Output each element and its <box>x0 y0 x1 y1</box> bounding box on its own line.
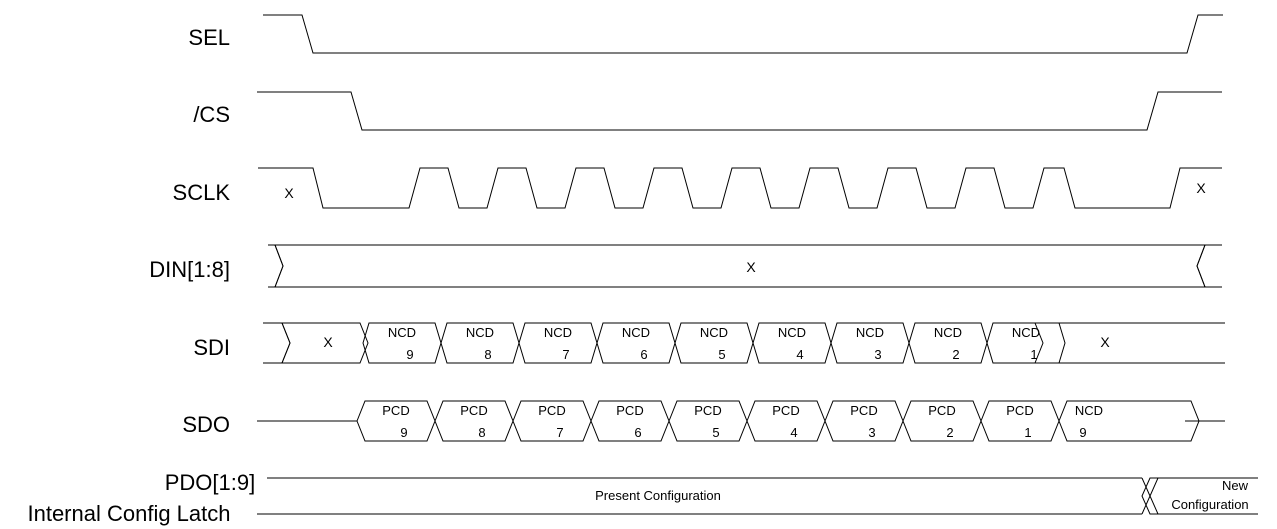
sdo-cell-bottom: 6 <box>634 425 641 440</box>
sel-waveform <box>263 14 1223 54</box>
sdi-cell-bottom: 4 <box>796 347 803 362</box>
sdi-cell-bottom: 2 <box>952 347 959 362</box>
cs-label: /CS <box>193 102 230 127</box>
sdi-cell-bottom: 1 <box>1030 347 1037 362</box>
sdi-cell-bottom: 9 <box>406 347 413 362</box>
sclk-label: SCLK <box>173 180 231 205</box>
sdi-bus: NCD 9 NCD 8 NCD 7 NCD 6 NCD 5 NCD 4 NCD 3 NCD 2 NCD 1 <box>263 322 1225 364</box>
sdi-cell-top: NCD <box>622 325 650 340</box>
sclk-end-value: X <box>1196 180 1206 196</box>
sdo-cell-top: PCD <box>616 403 643 418</box>
sdi-cell-bottom: 7 <box>562 347 569 362</box>
sdi-cell-top: NCD <box>700 325 728 340</box>
sdo-cell-top: PCD <box>928 403 955 418</box>
sdo-bus: PCD 9 PCD 8 PCD 7 PCD 6 PCD 5 PCD 4 PCD 3 PCD 2 PCD 1 NCD 9 <box>257 400 1225 442</box>
sdi-cell-bottom: 3 <box>874 347 881 362</box>
sdi-cell-bottom: 8 <box>484 347 491 362</box>
sdi-lead-value: X <box>323 334 333 350</box>
sdi-cell-top: NCD <box>1012 325 1040 340</box>
sdo-cell-top: PCD <box>382 403 409 418</box>
pdo-present-config: Present Configuration <box>595 488 721 503</box>
sdi-cell-top: NCD <box>466 325 494 340</box>
sdo-cell-top: PCD <box>460 403 487 418</box>
sdo-cell-top: NCD <box>1075 403 1103 418</box>
pdo-bus <box>257 477 1258 515</box>
sdi-cell-top: NCD <box>388 325 416 340</box>
sdo-cell-bottom: 3 <box>868 425 875 440</box>
pdo-label-line2: Internal Config Latch <box>27 501 230 526</box>
sdo-cell-top: PCD <box>538 403 565 418</box>
sdo-cell-bottom: 7 <box>556 425 563 440</box>
sdo-cell-top: PCD <box>772 403 799 418</box>
sdo-cell-top: PCD <box>694 403 721 418</box>
din-value: X <box>746 259 756 275</box>
sdo-label: SDO <box>182 412 230 437</box>
sclk-waveform <box>258 167 1222 209</box>
sdi-cell-top: NCD <box>934 325 962 340</box>
din-bus <box>268 244 1222 288</box>
sdo-cell-bottom: 8 <box>478 425 485 440</box>
sdo-cell-top: PCD <box>850 403 877 418</box>
sdi-label: SDI <box>193 335 230 360</box>
sdo-cell-bottom: 4 <box>790 425 797 440</box>
sdi-cell <box>986 322 1066 364</box>
sdi-cell-top: NCD <box>778 325 806 340</box>
sdo-cell-bottom: 5 <box>712 425 719 440</box>
pdo-new-config-line1: New <box>1222 478 1249 493</box>
cs-waveform <box>257 91 1222 131</box>
sdo-cell-bottom: 1 <box>1024 425 1031 440</box>
sel-label: SEL <box>188 25 230 50</box>
pdo-label-line1: PDO[1:9] <box>165 470 255 495</box>
sdi-cell-top: NCD <box>856 325 884 340</box>
sdo-cell-top: PCD <box>1006 403 1033 418</box>
sdo-cell-bottom: 9 <box>400 425 407 440</box>
sdi-cell-top: NCD <box>544 325 572 340</box>
pdo-new-config-line2: Configuration <box>1171 497 1248 512</box>
sdi-cell-bottom: 5 <box>718 347 725 362</box>
sdo-cell-bottom: 9 <box>1079 425 1086 440</box>
din-label: DIN[1:8] <box>149 257 230 282</box>
sclk-start-value: X <box>284 185 294 201</box>
sdi-trail-value: X <box>1100 334 1110 350</box>
sdi-cell-bottom: 6 <box>640 347 647 362</box>
sdo-cell-bottom: 2 <box>946 425 953 440</box>
